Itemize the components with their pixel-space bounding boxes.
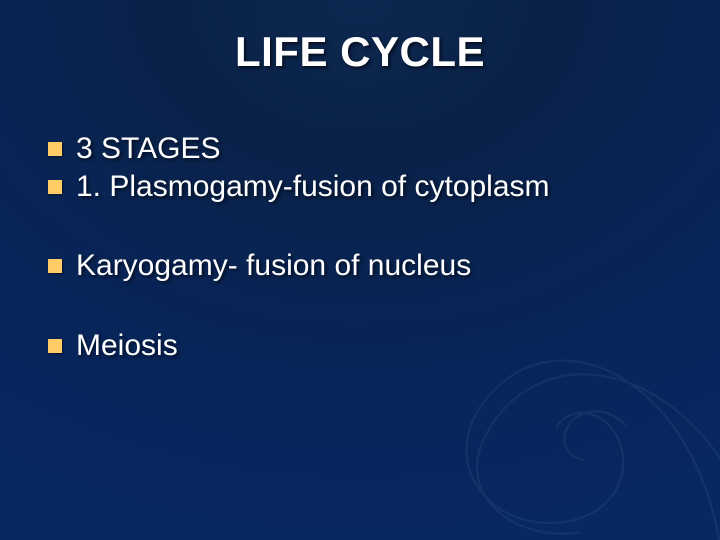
bullet-item: Meiosis: [48, 327, 672, 365]
slide-body: 3 STAGES 1. Plasmogamy-fusion of cytopla…: [48, 130, 672, 364]
bullet-text: Meiosis: [76, 327, 178, 365]
bullet-item: Karyogamy- fusion of nucleus: [48, 247, 672, 285]
bullet-item: 1. Plasmogamy-fusion of cytoplasm: [48, 168, 672, 206]
bullet-item: 3 STAGES: [48, 130, 672, 168]
bullet-text: Karyogamy- fusion of nucleus: [76, 247, 471, 285]
bullet-marker-icon: [48, 142, 62, 156]
slide-title: LIFE CYCLE: [0, 28, 720, 76]
bullet-text: 1. Plasmogamy-fusion of cytoplasm: [76, 168, 550, 206]
slide: LIFE CYCLE 3 STAGES 1. Plasmogamy-fusion…: [0, 0, 720, 540]
bullet-marker-icon: [48, 180, 62, 194]
bullet-text: 3 STAGES: [76, 130, 221, 168]
bullet-marker-icon: [48, 259, 62, 273]
bullet-marker-icon: [48, 339, 62, 353]
